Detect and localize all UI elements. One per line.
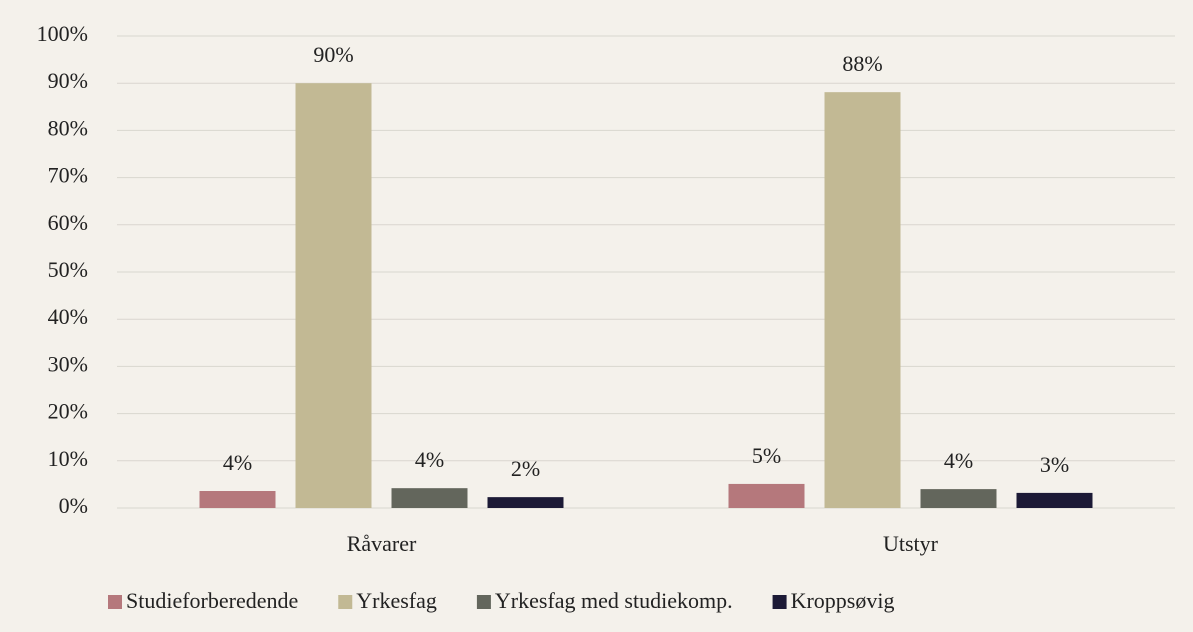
y-tick-label: 20% [48, 399, 88, 424]
data-label: 2% [511, 456, 540, 481]
data-label: 3% [1040, 452, 1069, 477]
data-label: 4% [944, 448, 973, 473]
y-tick-label: 80% [48, 115, 88, 140]
legend-swatch [108, 595, 122, 609]
y-tick-label: 90% [48, 68, 88, 93]
legend-label: Yrkesfag med studiekomp. [495, 588, 733, 613]
bar [920, 489, 997, 508]
y-tick-label: 40% [48, 304, 88, 329]
data-label: 5% [752, 443, 781, 468]
y-tick-label: 50% [48, 257, 88, 282]
data-label: 4% [223, 450, 252, 475]
bar [824, 92, 901, 508]
legend-label: Studieforberedende [126, 588, 298, 613]
legend-swatch [476, 595, 491, 609]
y-tick-label: 30% [48, 351, 88, 376]
bar [487, 497, 564, 508]
y-tick-label: 0% [59, 493, 88, 518]
data-label: 88% [842, 51, 882, 76]
data-label: 4% [415, 447, 444, 472]
legend-swatch [338, 595, 353, 609]
x-tick-label: Råvarer [347, 531, 417, 556]
bar [1016, 492, 1093, 508]
x-tick-label: Utstyr [883, 531, 939, 556]
bar [295, 83, 372, 508]
legend-label: Yrkesfag [356, 588, 437, 613]
legend-label: Kroppsøvig [791, 588, 895, 613]
bar [391, 488, 468, 508]
data-label: 90% [313, 42, 353, 67]
y-tick-label: 10% [48, 446, 88, 471]
y-tick-label: 70% [48, 163, 88, 188]
bar [199, 491, 276, 508]
legend-swatch [772, 595, 787, 609]
bar [728, 483, 805, 508]
y-tick-label: 100% [37, 21, 88, 46]
y-tick-label: 60% [48, 210, 88, 235]
